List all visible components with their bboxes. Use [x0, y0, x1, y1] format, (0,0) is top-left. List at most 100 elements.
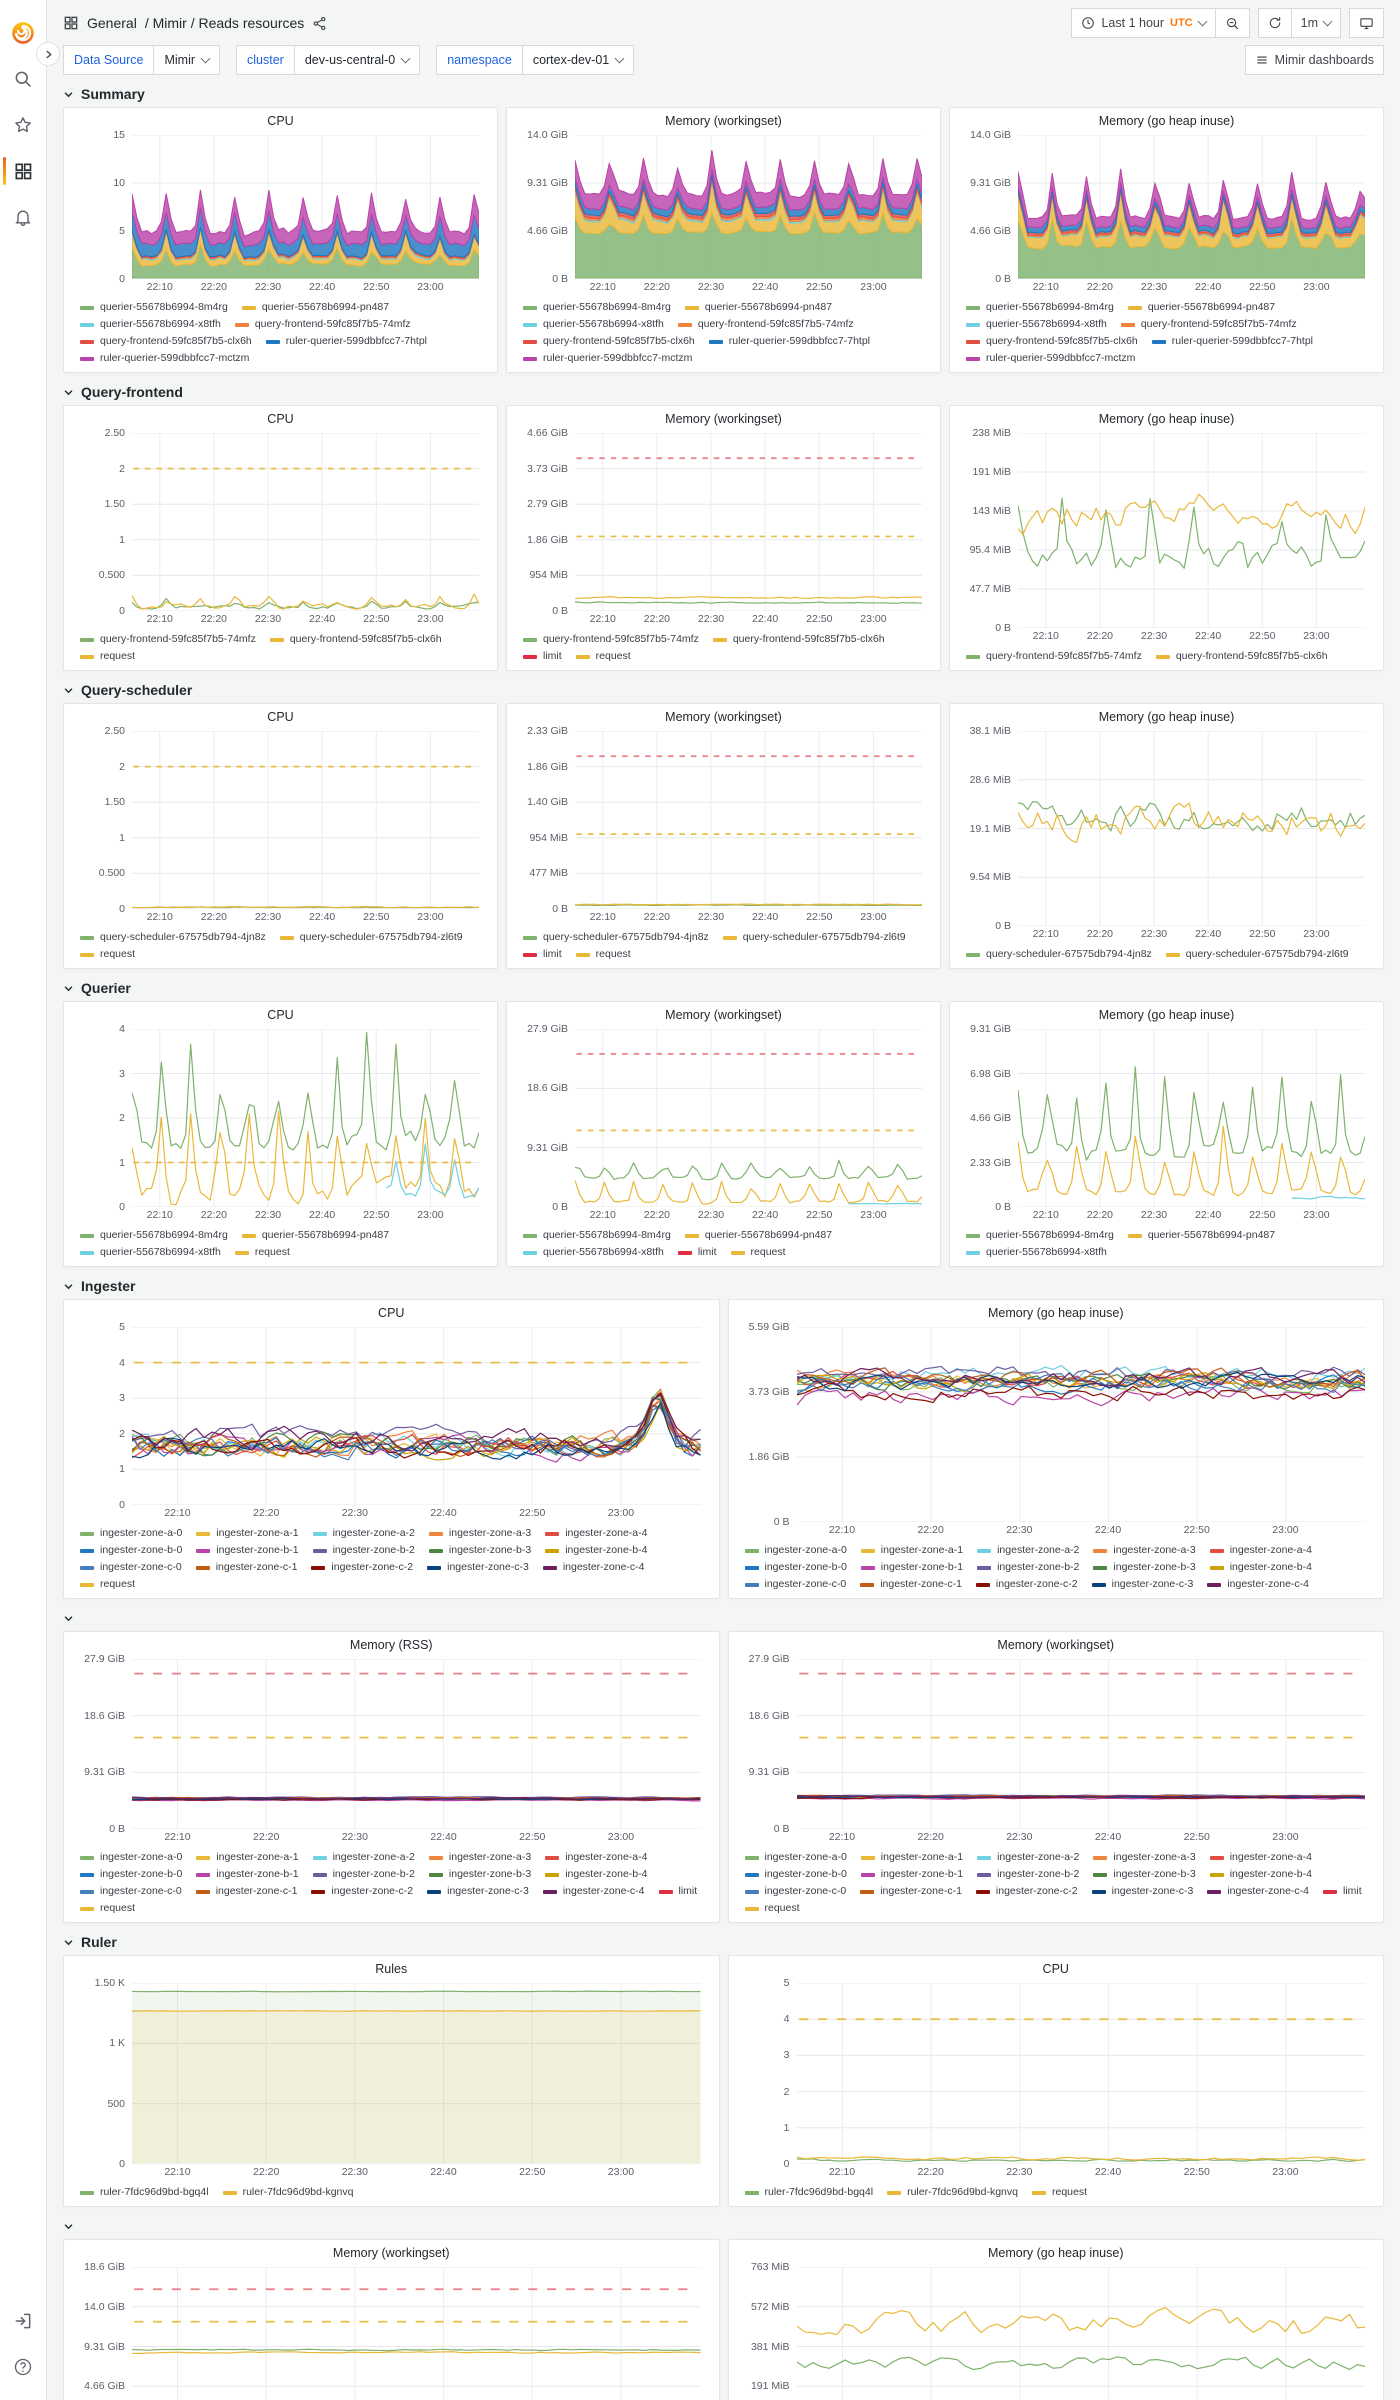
variable-value-dropdown[interactable]: cortex-dev-01 — [521, 45, 635, 75]
panel-chart[interactable]: 238 MiB 191 MiB 143 MiB 95.4 MiB 47.7 MiB 0 B — [970, 427, 1365, 634]
section-header-ingester[interactable]: Ingester — [63, 1273, 1384, 1299]
legend-item[interactable]: querier-55678b6994-8m4rg — [966, 299, 1114, 316]
legend-item[interactable]: ingester-zone-a-1 — [860, 1849, 963, 1866]
sidebar-item-help[interactable] — [0, 2344, 47, 2390]
legend-item[interactable]: ingester-zone-b-4 — [1209, 1866, 1312, 1883]
legend-item[interactable]: query-frontend-59fc85f7b5-74mfz — [677, 316, 854, 333]
legend-item[interactable]: ingester-zone-c-1 — [195, 1559, 297, 1576]
legend-item[interactable]: ingester-zone-c-4 — [542, 1559, 645, 1576]
legend-item[interactable]: querier-55678b6994-8m4rg — [80, 1227, 228, 1244]
legend-item[interactable]: request — [80, 648, 135, 665]
legend-item[interactable]: ingester-zone-a-0 — [744, 1542, 847, 1559]
time-range-picker[interactable]: Last 1 hour UTC — [1071, 8, 1216, 38]
legend-item[interactable]: request — [1031, 2184, 1087, 2201]
panel-title[interactable]: Rules — [375, 1962, 408, 1976]
legend-item[interactable]: ingester-zone-c-2 — [311, 1883, 413, 1900]
legend-item[interactable]: query-frontend-59fc85f7b5-clx6h — [1155, 648, 1328, 665]
legend-item[interactable]: ingester-zone-b-3 — [428, 1542, 531, 1559]
legend-item[interactable]: query-frontend-59fc85f7b5-74mfz — [523, 631, 699, 648]
legend-item[interactable]: ingester-zone-a-2 — [312, 1849, 415, 1866]
legend-item[interactable]: ingester-zone-a-3 — [428, 1849, 531, 1866]
legend-item[interactable]: ingester-zone-a-3 — [1093, 1849, 1196, 1866]
legend-item[interactable]: ruler-querier-599dbbfcc7-7htpl — [708, 333, 870, 350]
legend-item[interactable]: querier-55678b6994-8m4rg — [80, 299, 228, 316]
legend-item[interactable]: ingester-zone-b-2 — [312, 1542, 415, 1559]
legend-item[interactable]: request — [744, 1900, 800, 1917]
sidebar-expand-button[interactable] — [36, 42, 60, 66]
legend-item[interactable]: query-scheduler-67575db794-4jn8z — [966, 946, 1152, 963]
legend-item[interactable]: ingester-zone-b-0 — [80, 1866, 182, 1883]
legend-item[interactable]: ingester-zone-a-3 — [428, 1525, 531, 1542]
panel-chart[interactable]: 5 4 3 2 1 0 — [119, 1321, 701, 1511]
panel-title[interactable]: CPU — [1042, 1962, 1069, 1976]
legend-item[interactable]: request — [234, 1244, 290, 1261]
panel-title[interactable]: Memory (workingset) — [665, 710, 782, 724]
legend-item[interactable]: ingester-zone-b-0 — [744, 1559, 847, 1576]
legend-item[interactable]: querier-55678b6994-8m4rg — [523, 1227, 671, 1244]
legend-item[interactable]: request — [80, 946, 135, 963]
refresh-interval-picker[interactable]: 1m — [1290, 8, 1341, 38]
legend-item[interactable]: ingester-zone-b-3 — [428, 1866, 531, 1883]
legend-item[interactable]: querier-55678b6994-8m4rg — [966, 1227, 1114, 1244]
legend-item[interactable]: limit — [523, 648, 562, 665]
legend-item[interactable]: querier-55678b6994-pn487 — [241, 1227, 389, 1244]
legend-item[interactable]: ingester-zone-c-4 — [542, 1883, 645, 1900]
section-header-ingester-memory[interactable] — [63, 1605, 1384, 1631]
section-header-query-scheduler[interactable]: Query-scheduler — [63, 677, 1384, 703]
legend-item[interactable]: ingester-zone-a-1 — [196, 1849, 299, 1866]
legend-item[interactable]: ingester-zone-c-1 — [860, 1576, 962, 1593]
section-header-ruler[interactable]: Ruler — [63, 1929, 1384, 1955]
legend-item[interactable]: querier-55678b6994-pn487 — [1127, 299, 1275, 316]
legend-item[interactable]: query-scheduler-67575db794-zl6t9 — [279, 929, 463, 946]
legend-item[interactable]: querier-55678b6994-x8tfh — [80, 316, 221, 333]
panel-title[interactable]: Memory (RSS) — [349, 1638, 433, 1652]
variable-value-dropdown[interactable]: Mimir — [153, 45, 221, 75]
zoom-out-button[interactable] — [1214, 8, 1250, 38]
panel-chart[interactable]: 1.50 K 1 K 500 0 — [95, 1977, 701, 2170]
legend-item[interactable]: ingester-zone-a-4 — [1209, 1542, 1312, 1559]
sidebar-item-search[interactable] — [0, 56, 47, 102]
panel-chart[interactable]: 4 3 2 1 0 — [119, 1023, 479, 1213]
panel-title[interactable]: Memory (go heap inuse) — [988, 2246, 1124, 2260]
legend-item[interactable]: query-frontend-59fc85f7b5-clx6h — [712, 631, 885, 648]
panel-title[interactable]: Memory (workingset) — [665, 412, 782, 426]
panel-chart[interactable]: 2.50 2 1.50 1 0.500 0 — [99, 427, 479, 617]
legend-item[interactable]: ingester-zone-c-1 — [195, 1883, 297, 1900]
panel-chart[interactable]: 5 4 3 2 1 0 — [784, 1977, 1366, 2170]
legend-item[interactable]: query-frontend-59fc85f7b5-74mfz — [234, 316, 411, 333]
legend-item[interactable]: querier-55678b6994-x8tfh — [966, 1244, 1107, 1261]
legend-item[interactable]: query-scheduler-67575db794-zl6t9 — [722, 929, 906, 946]
legend-item[interactable]: ingester-zone-c-3 — [1091, 1883, 1193, 1900]
legend-item[interactable]: query-frontend-59fc85f7b5-74mfz — [966, 648, 1142, 665]
legend-item[interactable]: ingester-zone-a-1 — [196, 1525, 299, 1542]
legend-item[interactable]: ruler-querier-599dbbfcc7-mctzm — [523, 350, 692, 367]
legend-item[interactable]: ingester-zone-c-0 — [744, 1576, 846, 1593]
legend-item[interactable]: ingester-zone-b-4 — [545, 1542, 647, 1559]
legend-item[interactable]: ingester-zone-a-2 — [977, 1849, 1079, 1866]
legend-item[interactable]: ingester-zone-b-0 — [80, 1542, 182, 1559]
legend-item[interactable]: ingester-zone-c-4 — [1207, 1576, 1309, 1593]
sidebar-item-starred[interactable] — [0, 102, 47, 148]
legend-item[interactable]: ingester-zone-a-0 — [80, 1849, 182, 1866]
legend-item[interactable]: ingester-zone-b-2 — [312, 1866, 415, 1883]
panel-chart[interactable]: 27.9 GiB 18.6 GiB 9.31 GiB 0 B — [84, 1653, 701, 1835]
sidebar-item-sign-in[interactable] — [0, 2298, 47, 2344]
legend-item[interactable]: ingester-zone-b-2 — [977, 1866, 1079, 1883]
legend-item[interactable]: ingester-zone-b-3 — [1093, 1866, 1196, 1883]
legend-item[interactable]: ingester-zone-a-2 — [977, 1542, 1079, 1559]
legend-item[interactable]: limit — [658, 1883, 697, 1900]
legend-item[interactable]: query-frontend-59fc85f7b5-74mfz — [1120, 316, 1297, 333]
panel-chart[interactable]: 2.50 2 1.50 1 0.500 0 — [99, 725, 479, 915]
legend-item[interactable]: ingester-zone-c-3 — [427, 1883, 529, 1900]
legend-item[interactable]: querier-55678b6994-8m4rg — [523, 299, 671, 316]
legend-item[interactable]: ruler-querier-599dbbfcc7-mctzm — [966, 350, 1135, 367]
section-header-summary[interactable]: Summary — [63, 81, 1384, 107]
panel-title[interactable]: CPU — [267, 114, 294, 128]
panel-chart[interactable]: 14.0 GiB 9.31 GiB 4.66 GiB 0 B — [527, 129, 922, 285]
panel-title[interactable]: Memory (workingset) — [332, 2246, 450, 2260]
legend-item[interactable]: ingester-zone-c-0 — [80, 1883, 182, 1900]
panel-title[interactable]: Memory (workingset) — [997, 1638, 1115, 1652]
legend-item[interactable]: querier-55678b6994-pn487 — [1127, 1227, 1275, 1244]
legend-item[interactable]: ingester-zone-b-2 — [977, 1559, 1079, 1576]
